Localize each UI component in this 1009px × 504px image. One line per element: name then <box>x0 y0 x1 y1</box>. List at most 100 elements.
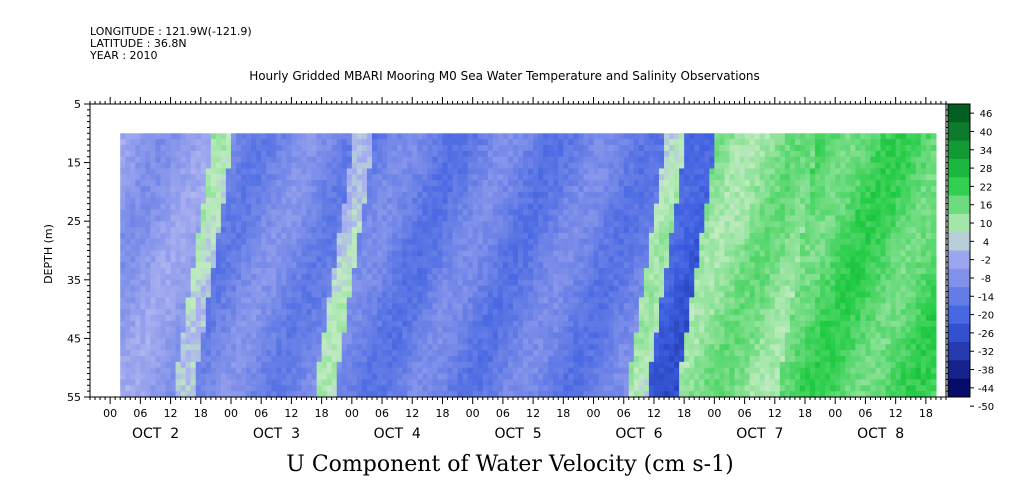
heatmap-cell <box>628 238 635 246</box>
heatmap-cell <box>387 145 393 152</box>
heatmap-cell <box>533 162 539 170</box>
heatmap-cell <box>311 314 318 322</box>
heatmap-cell <box>623 227 630 234</box>
heatmap-cell <box>225 373 232 381</box>
heatmap-cell <box>447 320 454 328</box>
heatmap-cell <box>382 150 388 158</box>
heatmap-cell <box>271 273 277 281</box>
heatmap-cell <box>528 379 534 386</box>
heatmap-cell <box>276 191 282 199</box>
heatmap-cell <box>467 221 474 228</box>
heatmap-cell <box>341 244 348 252</box>
heatmap-cell <box>462 332 469 339</box>
heatmap-cell <box>387 314 393 322</box>
heatmap-cell <box>281 385 287 392</box>
heatmap-cell <box>648 332 655 339</box>
heatmap-cell <box>286 232 293 240</box>
heatmap-cell <box>583 133 590 140</box>
heatmap-cell <box>387 180 393 187</box>
heatmap-cell <box>366 156 373 164</box>
heatmap-cell <box>452 385 459 392</box>
heatmap-cell <box>417 373 423 381</box>
heatmap-cell <box>256 197 262 205</box>
heatmap-cell <box>588 215 595 222</box>
heatmap-cell <box>160 250 167 257</box>
heatmap-cell <box>271 361 277 369</box>
heatmap-cell <box>442 244 449 252</box>
heatmap-cell <box>528 221 534 228</box>
heatmap-cell <box>336 209 343 216</box>
heatmap-cell <box>638 391 645 398</box>
heatmap-cell <box>291 326 298 334</box>
heatmap-cell <box>190 391 197 398</box>
heatmap-cell <box>155 262 162 269</box>
heatmap-cell <box>336 180 343 187</box>
heatmap-cell <box>523 156 529 164</box>
heatmap-cell <box>286 268 293 275</box>
heatmap-cell <box>210 215 217 222</box>
heatmap-cell <box>200 303 207 310</box>
heatmap-cell <box>135 273 141 281</box>
heatmap-cell <box>195 268 202 275</box>
heatmap-cell <box>286 150 293 158</box>
heatmap-cell <box>185 338 192 345</box>
heatmap-cell <box>236 256 242 263</box>
heatmap-cell <box>155 244 162 252</box>
heatmap-cell <box>538 344 544 351</box>
heatmap-cell <box>236 244 242 252</box>
heatmap-cell <box>276 250 282 257</box>
heatmap-cell <box>598 279 605 287</box>
heatmap-cell <box>291 338 298 345</box>
heatmap-cell <box>306 279 313 287</box>
heatmap-cell <box>220 238 227 246</box>
heatmap-cell <box>638 139 645 146</box>
heatmap-cell <box>427 250 433 257</box>
heatmap-cell <box>296 227 303 234</box>
heatmap-cell <box>422 291 428 298</box>
heatmap-cell <box>145 344 152 351</box>
heatmap-cell <box>165 133 172 140</box>
heatmap-cell <box>336 256 343 263</box>
heatmap-cell <box>512 314 519 322</box>
heatmap-cell <box>397 344 403 351</box>
heatmap-cell <box>583 385 590 392</box>
heatmap-cell <box>377 203 383 211</box>
heatmap-cell <box>487 344 494 351</box>
heatmap-cell <box>387 250 393 257</box>
heatmap-cell <box>220 174 227 181</box>
heatmap-cell <box>230 256 237 263</box>
heatmap-cell <box>321 285 328 293</box>
heatmap-cell <box>573 227 580 234</box>
heatmap-cell <box>180 285 187 293</box>
heatmap-cell <box>558 162 564 170</box>
heatmap-cell <box>447 385 454 392</box>
heatmap-cell <box>271 191 277 199</box>
heatmap-cell <box>573 215 580 222</box>
heatmap-cell <box>402 379 408 386</box>
heatmap-cell <box>512 256 519 263</box>
heatmap-cell <box>623 268 630 275</box>
heatmap-cell <box>588 355 595 363</box>
heatmap-cell <box>331 326 338 334</box>
heatmap-cell <box>241 385 247 392</box>
heatmap-cell <box>669 186 675 193</box>
heatmap-cell <box>628 156 635 164</box>
heatmap-cell <box>150 367 157 375</box>
heatmap-cell <box>658 291 665 298</box>
heatmap-cell <box>230 314 237 322</box>
heatmap-cell <box>205 291 212 298</box>
heatmap-cell <box>518 174 524 181</box>
heatmap-cell <box>286 291 293 298</box>
heatmap-cell <box>205 191 212 199</box>
heatmap-cell <box>623 209 630 216</box>
heatmap-cell <box>392 139 398 146</box>
heatmap-cell <box>543 203 549 211</box>
heatmap-cell <box>306 221 313 228</box>
heatmap-cell <box>658 209 665 216</box>
heatmap-cell <box>246 309 252 316</box>
heatmap-cell <box>276 209 282 216</box>
heatmap-cell <box>326 203 333 211</box>
heatmap-cell <box>140 367 146 375</box>
heatmap-cell <box>467 350 474 357</box>
heatmap-cell <box>220 279 227 287</box>
